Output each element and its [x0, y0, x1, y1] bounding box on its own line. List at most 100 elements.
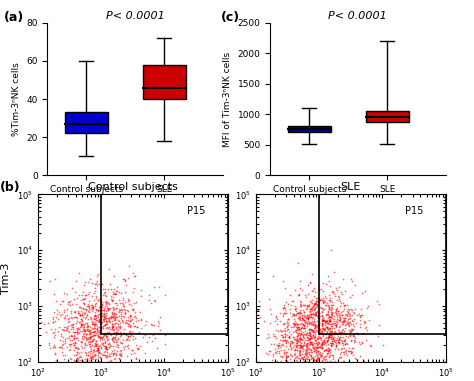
- Point: [88, 280, 96, 287]
- Point: [80, 331, 87, 337]
- Point: [333, 319, 340, 325]
- Point: [53, 311, 60, 317]
- Point: [338, 312, 346, 318]
- Point: [133, 344, 141, 351]
- Point: [339, 341, 347, 347]
- Point: [156, 327, 164, 333]
- Point: [304, 334, 311, 340]
- Point: [292, 337, 300, 343]
- Point: [322, 312, 329, 318]
- Point: [101, 332, 109, 338]
- Point: [328, 376, 335, 381]
- Point: [309, 327, 316, 333]
- Point: [311, 300, 319, 306]
- Point: [304, 316, 311, 322]
- Point: [111, 311, 118, 317]
- Point: [100, 332, 108, 338]
- Point: [350, 339, 357, 345]
- Point: [298, 355, 306, 361]
- Point: [299, 301, 307, 307]
- Point: [297, 370, 304, 376]
- Point: [334, 327, 342, 333]
- Point: [299, 336, 306, 342]
- Point: [288, 376, 295, 381]
- Point: [294, 310, 302, 316]
- Point: [307, 299, 315, 306]
- Point: [70, 352, 78, 359]
- Point: [326, 349, 334, 355]
- Point: [301, 371, 309, 378]
- Point: [272, 346, 279, 352]
- Point: [340, 338, 347, 344]
- Point: [78, 317, 86, 323]
- Point: [291, 375, 299, 381]
- Point: [352, 357, 359, 363]
- Point: [301, 331, 308, 337]
- Title: SLE: SLE: [341, 182, 361, 192]
- Point: [304, 303, 312, 309]
- Point: [98, 367, 105, 373]
- Point: [338, 321, 346, 327]
- Point: [86, 327, 94, 333]
- Point: [70, 296, 78, 302]
- Point: [327, 360, 334, 366]
- Point: [312, 350, 320, 356]
- Point: [105, 315, 112, 322]
- Point: [347, 276, 355, 282]
- Point: [300, 322, 307, 328]
- Point: [314, 309, 322, 315]
- Point: [109, 291, 117, 297]
- Point: [120, 303, 128, 309]
- Point: [315, 311, 323, 317]
- Point: [334, 293, 341, 299]
- Point: [68, 333, 75, 339]
- Point: [100, 375, 108, 381]
- Point: [300, 356, 307, 362]
- Point: [315, 295, 323, 301]
- Point: [319, 305, 326, 311]
- Point: [81, 328, 89, 335]
- Point: [106, 344, 113, 350]
- Point: [316, 353, 323, 359]
- Point: [292, 327, 300, 333]
- Point: [302, 346, 310, 352]
- Point: [308, 305, 316, 311]
- Point: [90, 332, 97, 338]
- Point: [86, 330, 93, 336]
- Point: [328, 340, 336, 346]
- Point: [120, 330, 128, 336]
- Point: [113, 327, 121, 333]
- Point: [88, 315, 95, 322]
- Point: [93, 326, 101, 332]
- Point: [94, 271, 101, 277]
- Point: [58, 342, 65, 348]
- Point: [282, 352, 289, 358]
- Point: [323, 378, 330, 381]
- Point: [317, 353, 325, 359]
- Point: [127, 351, 135, 357]
- Point: [309, 362, 317, 368]
- Point: [131, 323, 138, 329]
- Point: [295, 335, 302, 341]
- Point: [311, 321, 319, 327]
- Point: [49, 365, 57, 371]
- Point: [339, 315, 346, 321]
- Point: [126, 318, 134, 324]
- Point: [305, 301, 313, 307]
- Point: [310, 348, 318, 354]
- Point: [332, 330, 339, 336]
- Point: [79, 345, 86, 351]
- Point: [72, 344, 80, 350]
- Point: [340, 303, 348, 309]
- Point: [327, 336, 335, 343]
- Point: [303, 347, 311, 354]
- Point: [309, 303, 316, 309]
- Point: [104, 371, 111, 377]
- Point: [320, 341, 328, 347]
- Point: [310, 325, 317, 331]
- Point: [299, 344, 306, 350]
- Point: [315, 321, 322, 327]
- Point: [304, 346, 312, 352]
- Point: [298, 337, 306, 343]
- Point: [110, 317, 118, 323]
